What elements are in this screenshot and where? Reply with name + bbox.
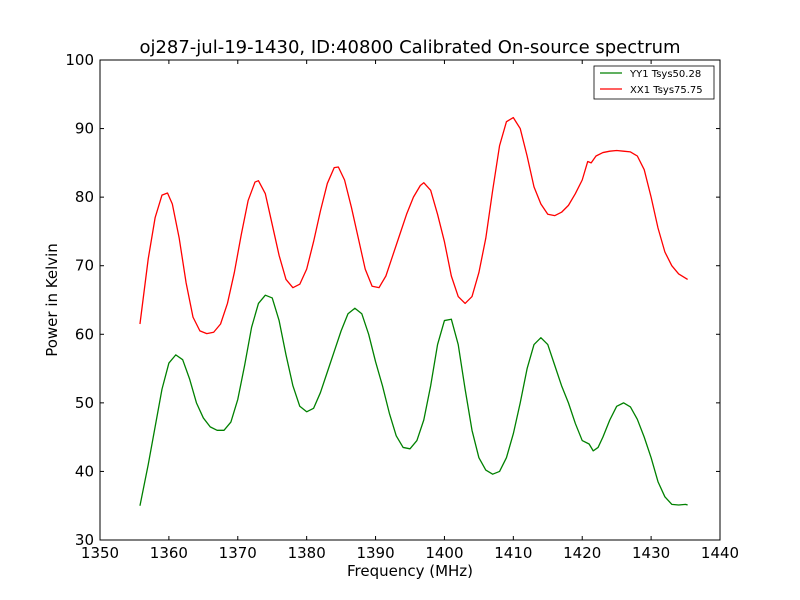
x-tick-label: 1440 bbox=[701, 544, 739, 562]
x-tick-label: 1410 bbox=[494, 544, 532, 562]
x-tick-label: 1370 bbox=[219, 544, 257, 562]
y-tick-label: 90 bbox=[75, 120, 94, 138]
x-axis-ticks: 1350 1360 1370 1380 1390 1400 1410 1420 1430 1440 bbox=[81, 60, 739, 562]
x-tick-label: 1350 bbox=[81, 544, 119, 562]
y-tick-label: 40 bbox=[75, 462, 94, 480]
x-tick-label: 1360 bbox=[150, 544, 188, 562]
x-tick-label: 1400 bbox=[425, 544, 463, 562]
y-tick-label: 80 bbox=[75, 188, 94, 206]
series-layer bbox=[139, 116, 688, 506]
legend-label-yy1: YY1 Tsys50.28 bbox=[629, 69, 701, 80]
legend: YY1 Tsys50.28 XX1 Tsys75.75 bbox=[593, 65, 715, 100]
y-axis-ticks: 30 40 50 60 70 80 90 100 bbox=[65, 51, 720, 549]
legend-box bbox=[593, 65, 715, 100]
legend-label-xx1: XX1 Tsys75.75 bbox=[630, 85, 703, 96]
y-tick-label: 50 bbox=[75, 394, 94, 412]
y-tick-label: 70 bbox=[75, 257, 94, 275]
plot-area: 1350 1360 1370 1380 1390 1400 1410 1420 1430 1440… bbox=[65, 51, 739, 562]
x-axis-label: Frequency (MHz) bbox=[347, 562, 473, 580]
plot-frame bbox=[99, 59, 721, 541]
chart-title: oj287-jul-19-1430, ID:40800 Calibrated O… bbox=[139, 37, 680, 58]
series-line-yy1 bbox=[139, 294, 688, 506]
x-tick-label: 1380 bbox=[288, 544, 326, 562]
y-tick-label: 30 bbox=[75, 531, 94, 549]
x-tick-label: 1420 bbox=[563, 544, 601, 562]
x-tick-label: 1430 bbox=[632, 544, 670, 562]
x-tick-label: 1390 bbox=[356, 544, 394, 562]
series-line-xx1 bbox=[139, 116, 688, 335]
y-tick-label: 100 bbox=[65, 51, 94, 69]
y-tick-label: 60 bbox=[75, 325, 94, 343]
y-axis-label: Power in Kelvin bbox=[43, 243, 61, 357]
